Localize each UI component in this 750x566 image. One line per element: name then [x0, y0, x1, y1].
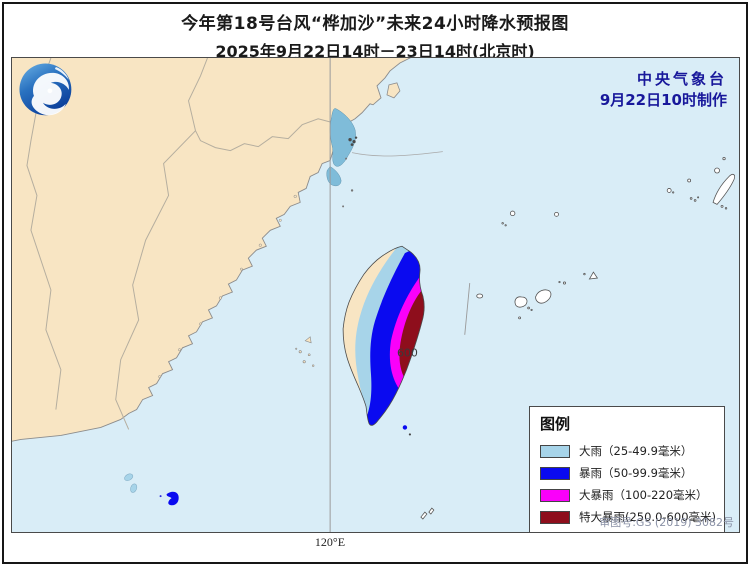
island: [666, 188, 672, 193]
legend-swatch-heavy-rainstorm: [540, 488, 570, 502]
island: [509, 210, 516, 217]
coastal-rain-shape-small: [326, 166, 342, 187]
island-speck: [689, 197, 693, 200]
province-border: [195, 118, 334, 152]
island-speck: [501, 222, 504, 225]
island-speck: [583, 272, 586, 276]
island: [714, 167, 720, 174]
sea-boundary-line: [351, 151, 443, 157]
legend-swatch-heavy-rain: [540, 444, 570, 458]
legend-row-extreme-rainstorm: 特大暴雨(250.0-600毫米): [540, 506, 718, 528]
page-subtitle: 2025年9月22日14时－23日14时(北京时): [215, 42, 535, 61]
batanes-islet: [428, 507, 435, 515]
island-triangle: [588, 271, 599, 280]
yonaguni-island: [476, 293, 484, 299]
island-speck: [518, 316, 521, 320]
ishigaki-island: [514, 296, 528, 308]
islet-rain-heavy: [130, 483, 138, 493]
agency-attribution: 中央气象台 9月22日10时制作: [600, 69, 727, 111]
title-block: 今年第18号台风“桦加沙”未来24小时降水预报图 2025年9月22日14时－2…: [0, 9, 750, 62]
legend-box: 图例 大雨（25-49.9毫米） 暴雨（50-99.9毫米） 大暴雨（100-2…: [529, 406, 725, 532]
southwest-islets: [124, 473, 179, 506]
island-speck: [724, 207, 728, 210]
taiwan-island-group: 600: [342, 245, 425, 436]
batanes-islet: [420, 511, 428, 520]
maritime-line-segment: [464, 283, 471, 335]
island: [554, 211, 559, 217]
island-speck: [558, 280, 561, 284]
offshore-islet-blue: [402, 425, 408, 430]
legend-label-heavy-rain: 大雨（25-49.9毫米）: [579, 444, 693, 458]
province-border: [115, 58, 208, 430]
agency-name: 中央气象台: [636, 70, 727, 88]
islet-speck: [342, 205, 345, 208]
map-license-number: 审图号:GS (2019) 3082号: [599, 516, 734, 529]
cma-logo-crescent: [54, 66, 69, 80]
rain-band-extreme: [399, 288, 425, 388]
coastal-rain-shape: [329, 108, 356, 167]
island-speck: [693, 199, 697, 202]
islet-rain-storm: [166, 491, 179, 506]
penghu-islands: [295, 336, 315, 367]
page-title: 今年第18号台风“桦加沙”未来24小时降水预报图: [181, 14, 569, 34]
iriomote-island: [535, 289, 552, 304]
outer-islands: [420, 156, 736, 520]
coastal-dark-specks: [348, 136, 358, 147]
island-speck: [720, 204, 724, 208]
legend-row-rainstorm: 暴雨（50-99.9毫米）: [540, 462, 718, 484]
longitude-120e-label: 120°E: [314, 535, 346, 549]
legend-swatch-rainstorm: [540, 466, 570, 480]
cma-logo: [19, 63, 72, 116]
island-speck: [722, 156, 726, 161]
islet-rain-heavy: [124, 473, 134, 481]
mainland-china-landmass: [12, 58, 411, 442]
legend-label-rainstorm: 暴雨（50-99.9毫米）: [579, 466, 693, 480]
issue-time: 9月22日10时制作: [599, 91, 727, 109]
cma-logo-dot: [47, 88, 53, 94]
island-speck: [527, 306, 530, 310]
zhoushan-island: [386, 82, 401, 99]
legend-title: 图例: [540, 415, 571, 433]
island-speck: [530, 308, 533, 312]
island-speck: [504, 224, 507, 227]
island-speck: [672, 191, 675, 194]
taiwan-outline: [342, 245, 425, 426]
coastal-islets: [158, 194, 297, 378]
okinawa-island: [712, 173, 736, 205]
map-canvas: 600: [12, 58, 736, 532]
legend-label-heavy-rainstorm: 大暴雨（100-220毫米）: [579, 488, 708, 502]
legend-row-heavy-rain: 大雨（25-49.9毫米）: [540, 440, 718, 462]
islet-speck: [350, 189, 354, 192]
islet-speck: [159, 495, 162, 498]
islet-speck: [345, 157, 348, 160]
map-area: 600: [11, 57, 740, 533]
offshore-islet-speck: [408, 433, 412, 436]
legend-swatch-extreme-rainstorm: [540, 510, 570, 524]
legend-label-extreme-rainstorm: 特大暴雨(250.0-600毫米): [579, 510, 716, 524]
island-speck: [697, 196, 700, 199]
max-rain-value-label: 600: [397, 347, 418, 360]
island: [687, 178, 692, 183]
cma-logo-dragon-swirl: [31, 72, 69, 116]
island-speck: [562, 281, 566, 285]
legend-row-heavy-rainstorm: 大暴雨（100-220毫米）: [540, 484, 718, 506]
